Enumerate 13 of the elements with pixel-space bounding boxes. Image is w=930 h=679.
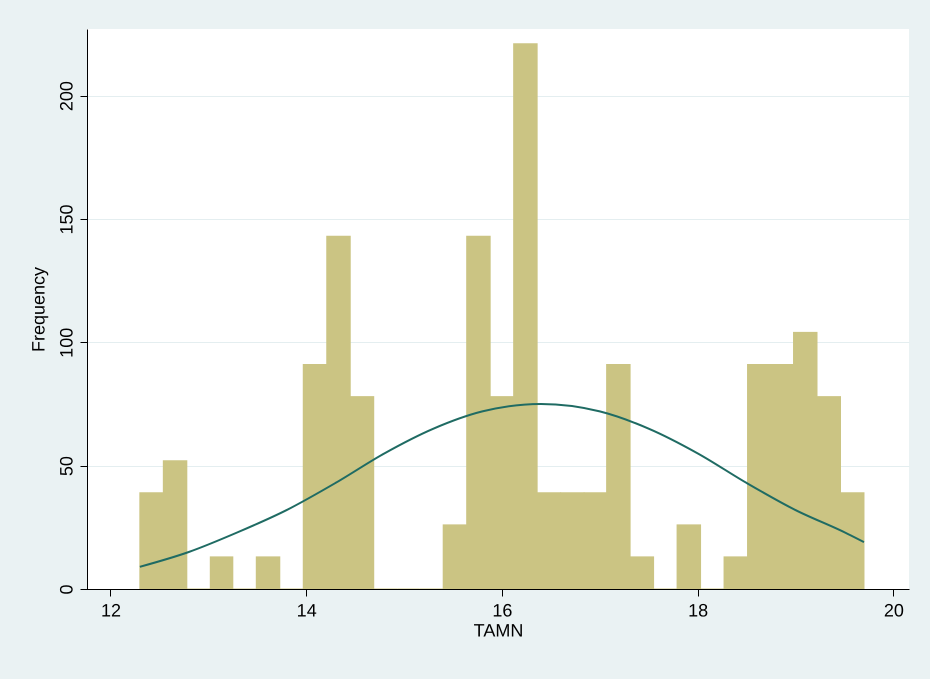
y-tick-label: 200 [56,81,76,112]
y-axis-title: Frequency [28,266,48,352]
line-series [138,402,865,568]
x-tick-label: 16 [492,600,512,620]
x-tick-label: 18 [688,600,708,620]
y-tick-label: 150 [56,204,76,234]
x-tick-label: 12 [100,600,121,620]
y-tick-label: 100 [56,328,76,358]
x-tick-label: 14 [296,600,317,620]
x-axis-title: TAMN [474,620,524,640]
y-tick-label: 50 [56,456,76,476]
x-tick-label: 20 [884,600,904,620]
y-tick-label: 0 [56,584,76,595]
